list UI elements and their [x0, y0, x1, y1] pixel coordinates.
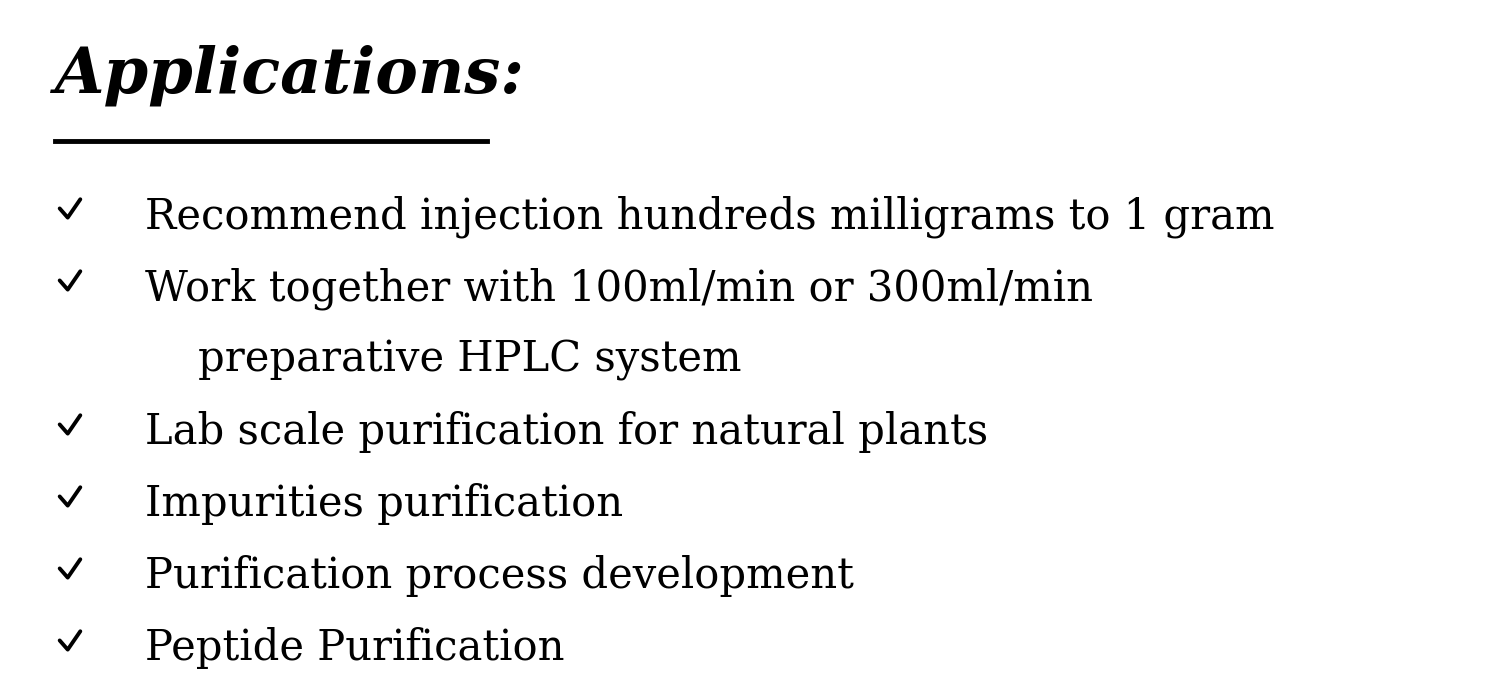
- Text: Impurities purification: Impurities purification: [145, 483, 623, 525]
- Text: Work together with 100ml/min or 300ml/min: Work together with 100ml/min or 300ml/mi…: [145, 267, 1094, 310]
- Text: preparative HPLC system: preparative HPLC system: [145, 339, 742, 381]
- Text: Recommend injection hundreds milligrams to 1 gram: Recommend injection hundreds milligrams …: [145, 195, 1274, 238]
- Text: Applications:: Applications:: [55, 45, 524, 106]
- Text: Peptide Purification: Peptide Purification: [145, 627, 565, 669]
- Text: Lab scale purification for natural plants: Lab scale purification for natural plant…: [145, 411, 988, 453]
- Text: Purification process development: Purification process development: [145, 555, 854, 597]
